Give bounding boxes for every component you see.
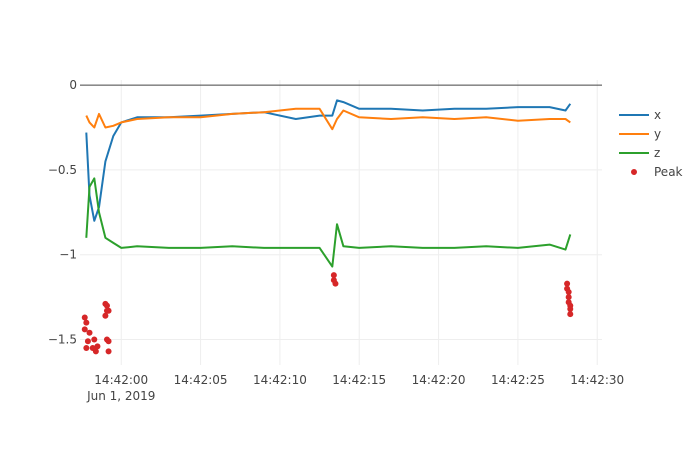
peak-point[interactable]: [91, 336, 98, 343]
y-tick-label: 0: [69, 78, 77, 92]
legend[interactable]: xyz Peak: [619, 108, 683, 179]
x-tick-label: 14:42:20: [412, 373, 466, 387]
legend-label: Peak: [654, 165, 683, 179]
peak-point[interactable]: [83, 319, 90, 326]
x-tick-label: 14:42:25: [491, 373, 545, 387]
x-tick-label: 14:42:30: [570, 373, 624, 387]
peak-point[interactable]: [94, 343, 101, 350]
legend-label: z: [654, 146, 660, 160]
x-date-label: Jun 1, 2019: [86, 389, 155, 403]
peak-point[interactable]: [81, 314, 88, 321]
peak-point[interactable]: [567, 306, 574, 313]
x-tick-label: 14:42:15: [332, 373, 386, 387]
peak-point[interactable]: [567, 311, 574, 318]
peak-point[interactable]: [330, 272, 337, 279]
peak-point[interactable]: [103, 302, 110, 309]
peak-point[interactable]: [105, 307, 112, 314]
y-tick-label: −1: [59, 248, 77, 262]
series-line-y[interactable]: [85, 107, 571, 131]
peak-point[interactable]: [84, 338, 91, 345]
legend-marker: [631, 169, 637, 175]
series-line-z[interactable]: [85, 177, 572, 268]
peak-point[interactable]: [92, 348, 99, 355]
peak-point[interactable]: [105, 348, 112, 355]
legend-item-x[interactable]: x: [619, 108, 661, 122]
x-tick-label: 14:42:05: [174, 373, 228, 387]
grid: [80, 80, 602, 365]
peak-point[interactable]: [565, 289, 572, 296]
y-tick-label: −1.5: [48, 333, 77, 347]
peak-point[interactable]: [86, 329, 93, 336]
legend-item-z[interactable]: z: [619, 146, 660, 160]
x-tick-label: 14:42:10: [253, 373, 307, 387]
peak-point[interactable]: [102, 312, 109, 319]
series-line-x[interactable]: [85, 99, 572, 222]
plot-area: [81, 99, 574, 355]
axes: 14:42:00 14:42:05 14:42:10 14:42:15 14:42:20…: [48, 78, 624, 403]
legend-item-y[interactable]: y: [619, 127, 661, 141]
peak-point[interactable]: [105, 338, 112, 345]
peak-point[interactable]: [83, 345, 90, 352]
legend-item-Peak[interactable]: Peak: [631, 165, 683, 179]
legend-label: y: [654, 127, 661, 141]
peak-point[interactable]: [332, 280, 339, 287]
y-tick-label: −0.5: [48, 163, 77, 177]
peak-point[interactable]: [565, 294, 572, 301]
peak-point[interactable]: [81, 326, 88, 333]
x-tick-label: 14:42:00: [94, 373, 148, 387]
legend-label: x: [654, 108, 661, 122]
peak-point[interactable]: [564, 280, 571, 287]
